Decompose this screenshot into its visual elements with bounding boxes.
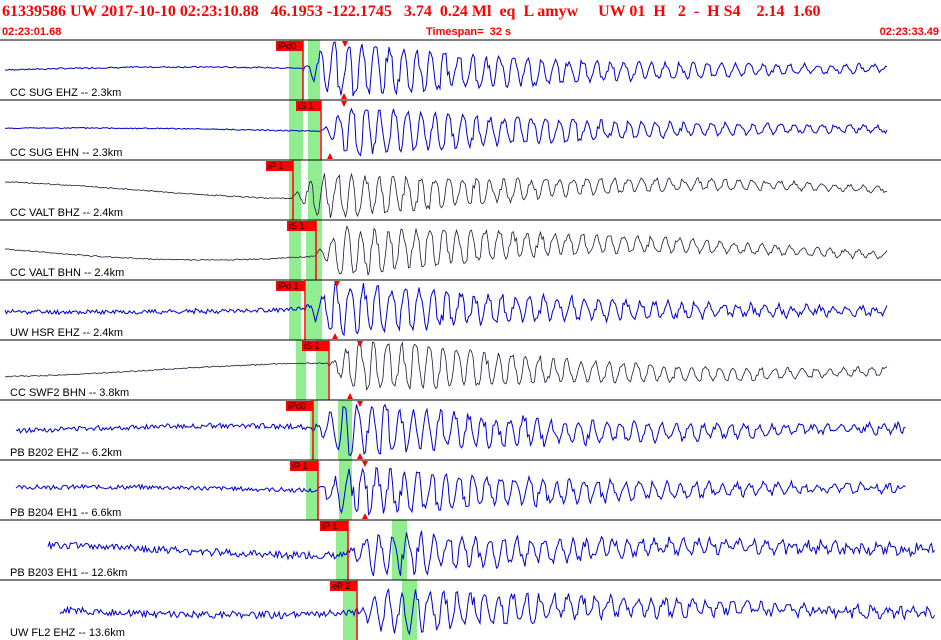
arrival-marker-bottom [347, 393, 353, 399]
channel-label: CC SUG EHZ -- 2.3km [10, 87, 122, 99]
time-window [306, 280, 322, 340]
pick-flag [330, 581, 357, 591]
time-window [308, 40, 320, 100]
waveform [4, 341, 888, 391]
pick-label: iP 1 [322, 521, 337, 531]
arrival-marker-bottom [341, 93, 347, 99]
start-time: 02:23:01.68 [2, 26, 62, 38]
channel-label: CC VALT BHN -- 2.4km [10, 267, 125, 279]
time-window [289, 220, 301, 280]
time-window [392, 520, 407, 580]
time-window [289, 40, 303, 100]
trace-row[interactable]: iPd0 [0, 39, 941, 100]
arrival-marker-top [341, 101, 347, 107]
waveform [4, 225, 888, 276]
pick-label: iS 1 [304, 341, 320, 351]
arrival-marker-bottom [362, 513, 368, 519]
trace-row[interactable]: iP 1 [0, 459, 941, 520]
pick-label: iS 1 [298, 101, 314, 111]
arrival-marker-top [362, 461, 368, 467]
time-window [296, 340, 306, 400]
time-window [316, 340, 328, 400]
pick-label: iP 1 [268, 161, 283, 171]
arrival-marker-top [357, 401, 363, 407]
channel-label: UW FL2 EHZ -- 13.6km [10, 627, 125, 639]
arrival-marker-bottom [357, 453, 363, 459]
pick-label: eP 2 [332, 581, 350, 591]
arrival-marker-top [342, 41, 348, 47]
trace-row[interactable]: iS 1 [0, 219, 941, 280]
header: 61339586 UW 2017-10-10 02:23:10.88 46.19… [0, 0, 941, 40]
channel-label: PB B204 EH1 -- 6.6km [10, 507, 122, 519]
channel-label: CC SUG EHN -- 2.3km [10, 147, 123, 159]
pick-flag [302, 341, 329, 351]
channel-label: PB B202 EHZ -- 6.2km [10, 447, 122, 459]
channel-label: CC VALT BHZ -- 2.4km [10, 207, 124, 219]
time-window [338, 400, 352, 460]
trace-row[interactable]: iP 1 [0, 519, 941, 580]
pick-label: iS 1 [289, 221, 305, 231]
pick-flag [276, 41, 303, 51]
trace-row[interactable]: iS 1 [0, 339, 941, 400]
pick-label: iP 1 [292, 461, 307, 471]
arrival-marker-bottom [327, 153, 333, 159]
arrival-marker-top [357, 341, 363, 347]
waveform [4, 41, 888, 97]
time-window [289, 160, 301, 220]
event-summary: 61339586 UW 2017-10-10 02:23:10.88 46.19… [2, 3, 821, 20]
pick-flag [296, 101, 321, 111]
time-window [306, 460, 318, 520]
time-window [402, 580, 417, 640]
timespan: Timespan= 32 s [426, 26, 512, 38]
waveform [47, 530, 935, 577]
time-window [308, 100, 320, 160]
channel-label: CC SWF2 BHN -- 3.8km [10, 387, 130, 399]
trace-row[interactable]: iS 1 [0, 99, 941, 160]
waveform [4, 107, 888, 157]
trace-row[interactable]: iPd 1 [0, 279, 941, 340]
channel-label: UW HSR EHZ -- 2.4km [10, 327, 124, 339]
time-window [306, 220, 322, 280]
pick-label: iPd 1 [278, 281, 299, 291]
pick-label: iPd0 [288, 401, 306, 411]
pick-flag [266, 161, 293, 171]
pick-flag [287, 221, 316, 231]
trace-row[interactable]: iP 1 [0, 159, 941, 220]
arrival-marker-top [334, 281, 340, 287]
waveform [59, 588, 935, 636]
waveform [15, 466, 906, 516]
pick-flag [320, 521, 348, 531]
pick-flag [286, 401, 313, 411]
time-window [308, 160, 322, 220]
pick-label: iPd0 [278, 41, 296, 51]
time-window [336, 520, 348, 580]
trace-row[interactable]: eP 2 [0, 579, 941, 640]
pick-flag [276, 281, 305, 291]
waveform [4, 282, 888, 337]
waveform [15, 403, 906, 456]
arrival-marker-bottom [332, 333, 338, 339]
pick-flag [290, 461, 318, 471]
waveform [4, 172, 888, 219]
channel-label: PB B203 EH1 -- 12.6km [10, 567, 128, 579]
trace-row[interactable]: iPd0 [0, 399, 941, 460]
end-time: 02:23:33.49 [879, 26, 939, 38]
